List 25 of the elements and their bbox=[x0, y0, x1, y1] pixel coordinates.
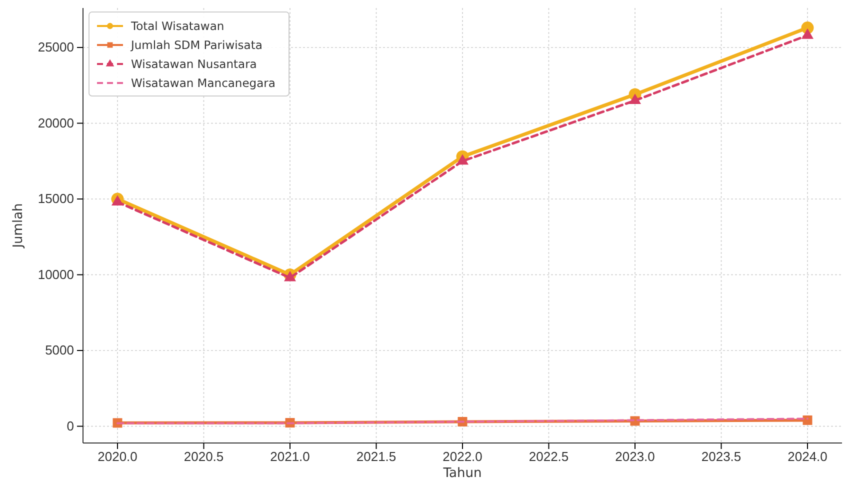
x-tick-label: 2024.0 bbox=[788, 449, 828, 464]
x-tick-label: 2022.5 bbox=[528, 449, 569, 464]
legend-label: Total Wisatawan bbox=[130, 19, 224, 33]
y-tick-label: 5000 bbox=[45, 342, 74, 358]
legend-label: Wisatawan Mancanegara bbox=[131, 76, 276, 90]
x-axis-title: Tahun bbox=[442, 466, 482, 481]
x-tick-label: 2020.0 bbox=[98, 449, 138, 464]
x-tick-label: 2021.0 bbox=[270, 449, 310, 464]
x-tick-label: 2023.5 bbox=[701, 449, 742, 464]
point bbox=[801, 28, 814, 39]
x-tick-label: 2023.0 bbox=[615, 449, 655, 464]
x-tick-label: 2022.0 bbox=[442, 449, 482, 464]
y-tick-label: 20000 bbox=[38, 115, 74, 130]
point bbox=[111, 195, 124, 206]
point bbox=[628, 94, 642, 104]
y-tick-label: 25000 bbox=[38, 40, 74, 55]
y-axis-title: Jumlah bbox=[11, 203, 26, 249]
legend-label: Jumlah SDM Pariwisata bbox=[130, 38, 262, 52]
y-tick-label: 10000 bbox=[38, 266, 74, 282]
legend-label: Wisatawan Nusantara bbox=[131, 57, 257, 71]
point bbox=[456, 154, 469, 165]
x-tick-label: 2020.5 bbox=[184, 449, 224, 464]
y-tick-label: 15000 bbox=[38, 191, 74, 206]
y-tick-label: 0 bbox=[66, 418, 74, 434]
x-tick-label: 2021.5 bbox=[356, 449, 396, 464]
